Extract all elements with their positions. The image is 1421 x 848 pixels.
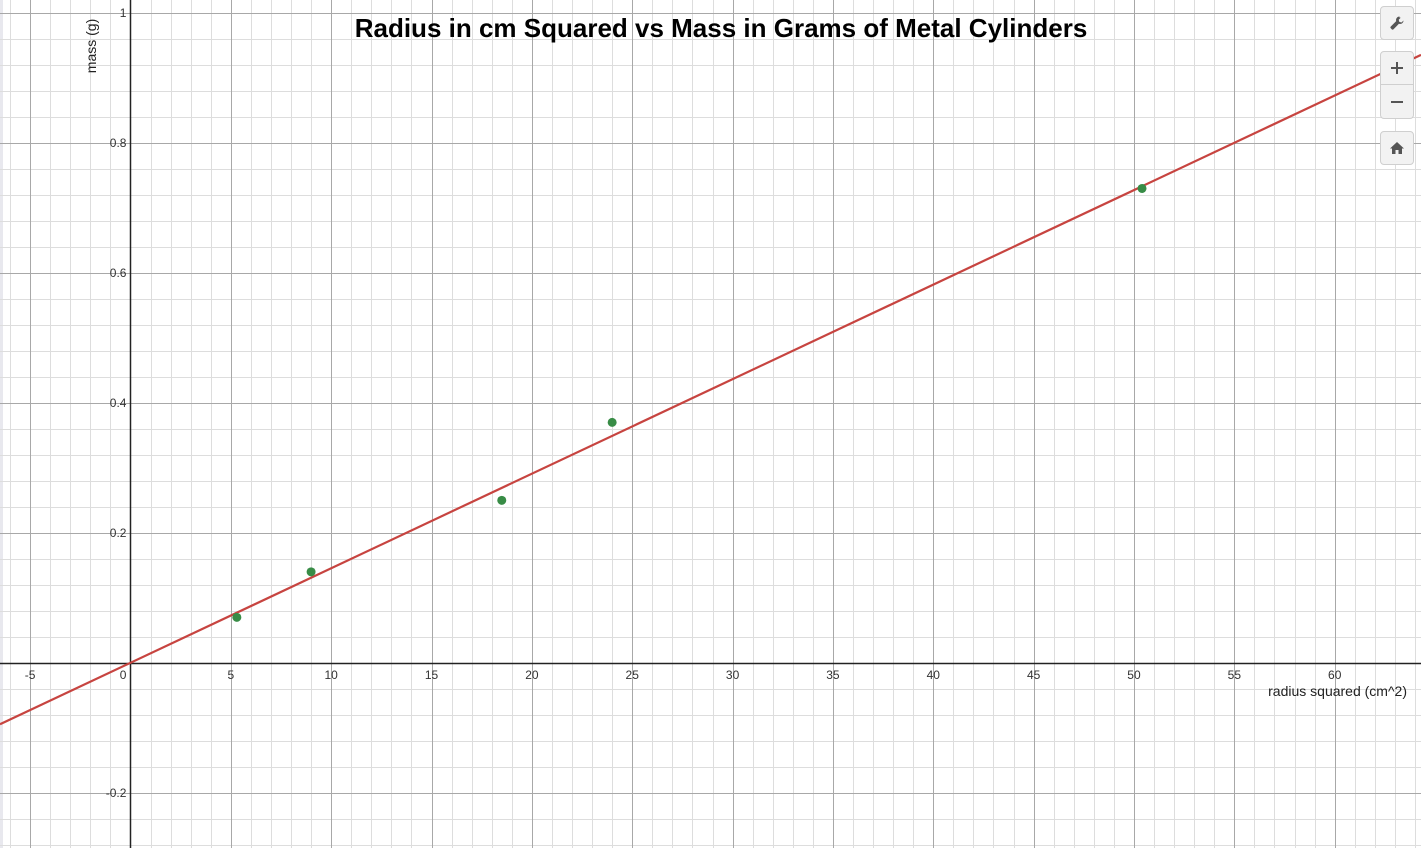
settings-button[interactable] xyxy=(1380,6,1414,40)
zoom-in-button[interactable] xyxy=(1380,51,1414,85)
data-point xyxy=(497,495,507,505)
data-point xyxy=(607,417,617,427)
x-tick-label: 10 xyxy=(324,668,338,682)
x-tick-label: 30 xyxy=(726,668,740,682)
fit-line-group xyxy=(0,53,1421,726)
fit-line xyxy=(0,53,1421,726)
x-tick-label: 45 xyxy=(1027,668,1041,682)
x-tick-label: 20 xyxy=(525,668,539,682)
left-edge-strip xyxy=(0,0,3,848)
data-points xyxy=(232,183,1147,622)
data-point xyxy=(232,612,242,622)
tick-labels: -5 0 5 10 15 20 25 30 35 40 45 50 55 60 -0.2 0.2 0.4 0.6 0… xyxy=(25,6,1342,800)
x-tick-label: 35 xyxy=(826,668,840,682)
wrench-icon xyxy=(1390,16,1404,30)
y-tick-label: 0.8 xyxy=(110,136,127,150)
y-tick-label: 1 xyxy=(120,6,127,20)
data-point xyxy=(306,567,316,577)
home-icon xyxy=(1390,142,1404,154)
plus-icon xyxy=(1391,62,1403,74)
x-tick-label: -5 xyxy=(25,668,36,682)
x-axis-title: radius squared (cm^2) xyxy=(1268,683,1407,699)
y-tick-label: 0.2 xyxy=(110,526,127,540)
y-tick-label: 0.6 xyxy=(110,266,127,280)
x-tick-label: 50 xyxy=(1127,668,1141,682)
x-tick-label: 40 xyxy=(927,668,941,682)
x-tick-label: 15 xyxy=(425,668,439,682)
x-tick-label: 5 xyxy=(227,668,234,682)
data-point xyxy=(1137,183,1147,193)
chart-title: Radius in cm Squared vs Mass in Grams of… xyxy=(355,13,1088,43)
x-tick-label: 55 xyxy=(1228,668,1242,682)
y-tick-label: -0.2 xyxy=(106,786,127,800)
x-tick-label: 60 xyxy=(1328,668,1342,682)
x-tick-label: 25 xyxy=(626,668,640,682)
y-tick-label: 0.4 xyxy=(110,396,127,410)
zoom-out-button[interactable] xyxy=(1380,85,1414,119)
y-axis-title: mass (g) xyxy=(83,19,99,73)
minus-icon xyxy=(1391,100,1403,103)
home-button[interactable] xyxy=(1380,131,1414,165)
x-tick-label: 0 xyxy=(120,668,127,682)
